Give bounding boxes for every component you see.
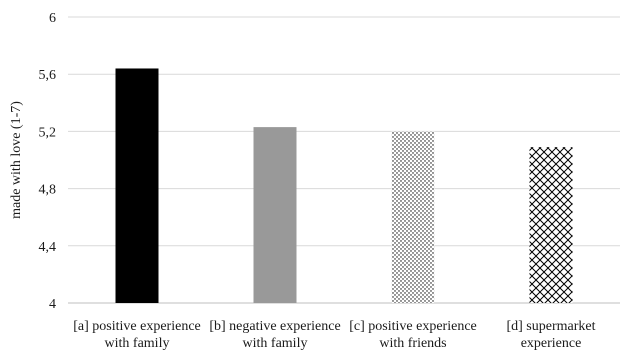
x-tick-label: experience: [521, 336, 582, 351]
bar: [391, 131, 435, 303]
x-tick-label: with friends: [379, 336, 446, 351]
x-axis-labels: [a] positive experience with family [b] ne…: [73, 319, 595, 351]
bar: [253, 127, 297, 303]
x-tick-label: [c] positive experience: [349, 319, 477, 334]
y-tick-label: 4,4: [39, 240, 57, 255]
gridlines: [68, 16, 620, 304]
y-axis-ticks: 4 4,4 4,8 5,2 5,6 6: [39, 11, 57, 312]
x-tick-label: [b] negative experience: [209, 319, 340, 334]
x-tick-label: [a] positive experience: [73, 319, 201, 334]
x-tick-label: with family: [243, 336, 308, 351]
x-tick-label: [d] supermarket: [506, 319, 595, 334]
bar: [529, 147, 573, 303]
x-tick-label: with family: [105, 336, 170, 351]
bars: [115, 68, 573, 303]
y-tick-label: 6: [49, 11, 56, 26]
y-tick-label: 4: [49, 297, 56, 312]
bar: [115, 68, 159, 303]
y-axis-label: made with love (1-7): [9, 101, 24, 219]
y-tick-label: 4,8: [39, 183, 57, 198]
y-tick-label: 5,6: [39, 68, 57, 83]
y-tick-label: 5,2: [39, 125, 57, 140]
